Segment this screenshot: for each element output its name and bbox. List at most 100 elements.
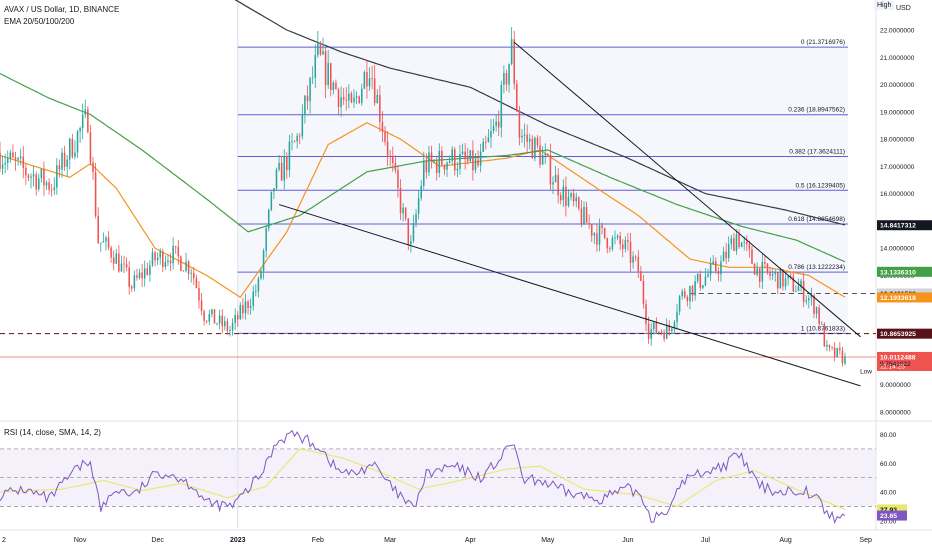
candle-body [531, 138, 534, 159]
candle-body [735, 234, 738, 251]
candle-body [611, 237, 614, 249]
candle-body [715, 261, 717, 272]
candle-body [541, 155, 544, 165]
candle-body [267, 209, 270, 229]
candle-body [125, 264, 128, 268]
candle-body [795, 290, 797, 292]
candle-body [317, 43, 319, 56]
candle-body [58, 165, 61, 170]
candle-body [746, 241, 748, 245]
candle-body [671, 328, 673, 332]
candle-body [572, 193, 575, 202]
candle-body [17, 158, 19, 160]
time-tick-label: May [541, 537, 555, 544]
candle-body [702, 285, 704, 288]
candle-body [751, 249, 753, 264]
time-tick-label: Apr [465, 537, 477, 544]
candle-body [249, 306, 252, 308]
candle-body [76, 131, 79, 153]
candle-body [818, 307, 820, 324]
candle-body [68, 138, 71, 160]
candle-body [676, 311, 678, 323]
candle-body [314, 55, 317, 78]
candle-body [771, 274, 774, 276]
candle-body [293, 141, 296, 143]
candle-body [423, 160, 425, 186]
candle-body [518, 111, 521, 138]
candle-body [102, 241, 105, 243]
candle-body [79, 128, 81, 132]
candle-body [255, 291, 257, 293]
candle-body [477, 159, 479, 166]
candle-body [322, 51, 324, 55]
candle-body [154, 252, 156, 261]
candle-body [0, 152, 1, 169]
candle-body [48, 182, 50, 190]
candle-body [800, 280, 802, 287]
candle-body [792, 276, 795, 292]
low-value-label: 9.7641022 [880, 361, 911, 368]
price-tag-label: 10.8653925 [880, 331, 916, 338]
candle-body [709, 263, 712, 275]
candle-body [190, 272, 192, 274]
candle-body [105, 237, 107, 242]
candle-body [89, 132, 92, 163]
candle-body [182, 270, 185, 272]
candle-body [324, 51, 327, 86]
candle-body [43, 168, 45, 186]
fib-level-label-0.382: 0.382 (17.3624111) [789, 148, 845, 155]
rsi-value-tag-bg [877, 510, 907, 521]
candle-body [704, 276, 707, 286]
candle-body [740, 242, 743, 248]
candle-body [311, 77, 314, 79]
candle-body [526, 134, 528, 142]
candle-body [410, 241, 412, 245]
high-button[interactable]: High [874, 1, 895, 10]
price-tag-bg [877, 292, 932, 303]
candle-body [828, 344, 831, 348]
candle-body [448, 160, 451, 163]
candle-body [30, 176, 32, 178]
candle-body [131, 286, 133, 289]
rsi-tick-label: 80.00 [880, 432, 897, 439]
price-tick-label: 14.0000000 [880, 246, 915, 253]
candle-body [187, 261, 190, 274]
price-tick-label: 8.0000000 [880, 409, 911, 416]
candle-body [619, 235, 621, 245]
candle-body [200, 300, 203, 312]
candle-body [554, 174, 557, 183]
candle-body [172, 246, 174, 264]
candle-body [694, 281, 696, 296]
lower-trendline[interactable] [278, 204, 861, 387]
symbol-title[interactable]: AVAX / US Dollar, 1D, BINANCE [4, 5, 120, 14]
candle-body [156, 257, 159, 261]
fib-level-label-1: 1 (10.8761833) [801, 325, 845, 332]
upper-trendline[interactable] [513, 41, 861, 338]
candle-body [273, 188, 275, 192]
candle-body [836, 348, 839, 357]
ema-indicator-label[interactable]: EMA 20/50/100/200 [4, 17, 75, 26]
candle-body [645, 304, 647, 324]
candle-body [221, 315, 224, 327]
candle-body [164, 262, 167, 267]
candle-body [149, 265, 151, 275]
rsi-indicator-label[interactable]: RSI (14, close, SMA, 14, 2) [4, 428, 101, 437]
candle-body [110, 247, 112, 258]
rsi-tick-label: 20.00 [880, 518, 897, 525]
candle-body [658, 331, 660, 333]
candle-body [761, 261, 764, 282]
candle-body [384, 131, 386, 142]
candle-body [585, 206, 588, 223]
candle-body [61, 152, 63, 170]
price-tick-label: 16.0000000 [880, 191, 915, 198]
candle-body [309, 78, 311, 102]
candle-body [291, 141, 293, 143]
ema-20-line [0, 122, 846, 299]
candle-body [508, 64, 510, 85]
fib-level-label-0: 0 (21.3716976) [801, 39, 845, 46]
candle-body [226, 321, 229, 332]
time-tick-label: 2023 [230, 537, 246, 544]
candle-body [40, 168, 43, 179]
